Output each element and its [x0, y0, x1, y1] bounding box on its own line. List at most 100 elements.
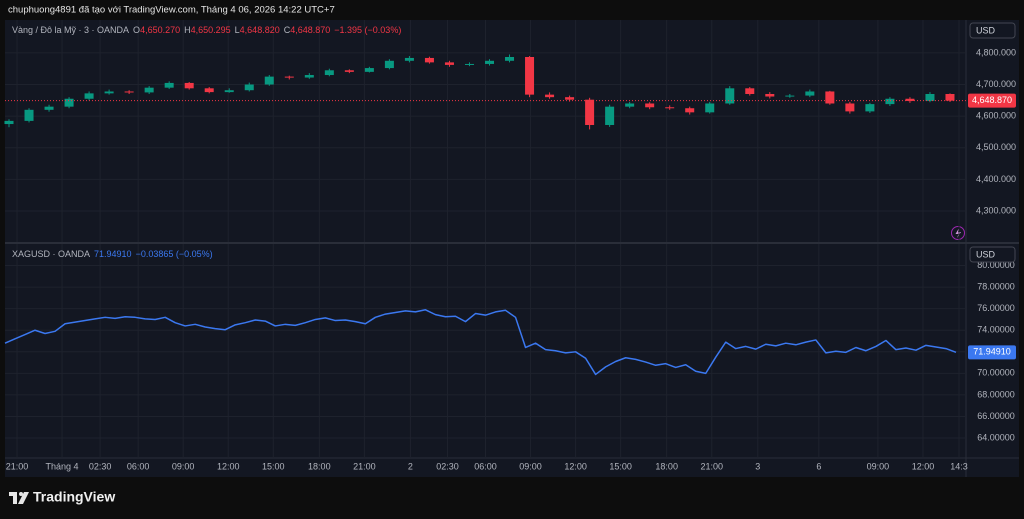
logo-text: TradingView [33, 489, 115, 505]
candle-body [184, 82, 194, 89]
candle-body [104, 91, 114, 94]
candle-body [665, 107, 675, 109]
candle-body [464, 63, 474, 65]
candle-body [865, 104, 875, 112]
legend-item: 4,650.270 [140, 25, 180, 35]
legend-item: H [184, 25, 191, 35]
x-tick-label: 18:00 [308, 461, 331, 471]
x-tick-label: 15:00 [609, 461, 632, 471]
legend: Vàng / Đô la Mỹ · 3 · OANDA O4,650.270 H4,… [12, 25, 401, 35]
y-tick-label: 70.00000 [977, 368, 1015, 378]
candle-body [825, 91, 835, 104]
currency-button[interactable] [969, 246, 1016, 263]
x-tick-label: 3 [755, 461, 760, 471]
x-tick-label: 02:30 [89, 461, 112, 471]
chart-panel [5, 20, 1019, 477]
candle-body [384, 60, 394, 69]
candle-body [785, 95, 795, 97]
legend-item: XAGUSD · OANDA [12, 249, 90, 259]
candle-body [264, 76, 274, 85]
last-price-label: 71.94910 [973, 347, 1011, 357]
candle-body [925, 94, 935, 101]
last-price-box [968, 93, 1016, 108]
candle-body [585, 99, 595, 125]
x-tick-label: 15:00 [262, 461, 285, 471]
alert-icon[interactable] [951, 226, 965, 240]
logo-mark [9, 492, 17, 504]
x-tick-label: 6 [816, 461, 821, 471]
candle-body [244, 84, 254, 91]
y-tick-label: 4,300.000 [976, 205, 1016, 215]
x-tick-label: 21:00 [353, 461, 376, 471]
y-tick-label: 66.00000 [977, 411, 1015, 421]
candle-body [304, 75, 314, 78]
y-tick-label: 64.00000 [977, 432, 1015, 442]
legend-item: O [133, 25, 140, 35]
y-tick-label: 76.00000 [977, 303, 1015, 313]
currency-button[interactable] [969, 22, 1016, 39]
x-tick-label: 06:00 [127, 461, 150, 471]
candle-body [625, 103, 635, 107]
candle-body [444, 62, 454, 65]
candle-body [124, 91, 134, 93]
caption: chuphuong4891 đã tạo với TradingView.com… [8, 5, 335, 16]
candle-body [645, 103, 655, 108]
candle-body [364, 68, 374, 72]
candle-body [404, 57, 414, 61]
candle-body [885, 98, 895, 105]
alert-bolt [955, 228, 961, 238]
x-tick-label: 12:00 [912, 461, 935, 471]
legend-item: C [284, 25, 291, 35]
candle-body [64, 98, 74, 107]
logo-mark [18, 492, 29, 504]
candle-body [545, 94, 555, 98]
candle-body [605, 106, 615, 125]
legend: XAGUSD · OANDA 71.94910 −0.03865 (−0.05%) [12, 249, 213, 259]
candle-body [945, 94, 955, 101]
legend-item: L [235, 25, 240, 35]
x-tick-label: 09:00 [867, 461, 890, 471]
candle-body [224, 90, 234, 93]
x-tick-label: 09:00 [172, 461, 195, 471]
price-line [4, 309, 957, 376]
x-tick-label: 18:00 [655, 461, 678, 471]
candle-body [805, 91, 815, 96]
legend-item: −1.395 (−0.03%) [334, 25, 401, 35]
logo: TradingView [9, 489, 115, 505]
candle-body [705, 103, 715, 113]
x-tick-label: 09:00 [519, 461, 542, 471]
legend-item: 71.94910 [94, 249, 132, 259]
y-tick-label: 4,800.000 [976, 47, 1016, 57]
candle-body [905, 98, 915, 101]
candle-body [745, 88, 755, 94]
candle-body [4, 120, 14, 125]
currency-label: USD [976, 25, 996, 35]
y-tick-label: 4,700.000 [976, 79, 1016, 89]
candle-body [144, 87, 154, 93]
y-tick-label: 4,400.000 [976, 174, 1016, 184]
candle-body [44, 106, 54, 110]
x-tick-label: 14:3 [950, 461, 968, 471]
y-tick-label: 4,500.000 [976, 142, 1016, 152]
candle-body [324, 70, 334, 76]
y-tick-label: 80.00000 [977, 260, 1015, 270]
x-tick-label: 21:00 [700, 461, 723, 471]
candle-body [484, 60, 495, 64]
last-price-label: 4,648.870 [972, 95, 1012, 105]
candle-body [344, 70, 354, 72]
candle-body [84, 93, 94, 99]
candle-body [505, 57, 515, 61]
pane: 4,300.000 4,400.000 4,500.000 4,600.000 4,70… [4, 20, 1016, 242]
candle-body [424, 57, 434, 63]
legend-item: Vàng / Đô la Mỹ · 3 · OANDA [12, 25, 129, 35]
candle-body [685, 108, 695, 113]
x-tick-label: 12:00 [217, 461, 240, 471]
pane: 64.0000066.0000068.0000070.0000072.00000… [4, 244, 1016, 471]
x-tick-label: 02:30 [436, 461, 459, 471]
candle-body [765, 94, 775, 97]
y-tick-label: 4,600.000 [976, 111, 1016, 121]
x-tick-label: 21:00 [6, 461, 29, 471]
candle-body [525, 57, 535, 95]
